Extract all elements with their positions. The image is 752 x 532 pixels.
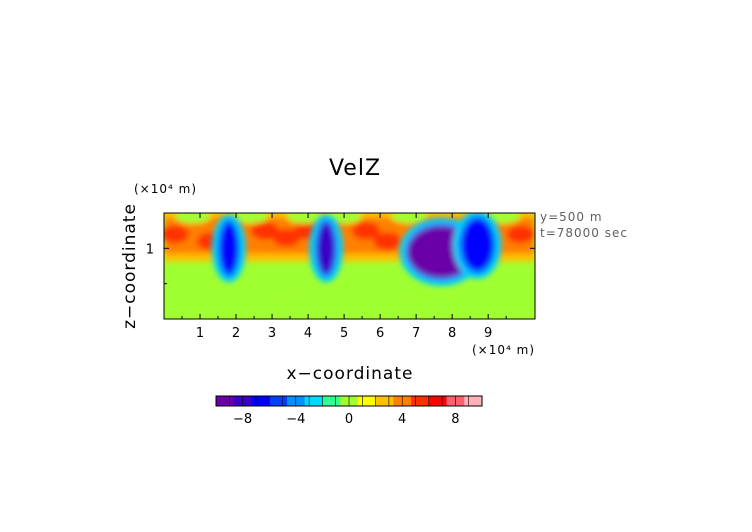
colorbar-swatch (220, 396, 226, 406)
colorbar-swatch (255, 396, 261, 406)
colorbar-swatch (437, 396, 443, 406)
colorbar-swatch (300, 396, 306, 406)
x-tick-label: 3 (268, 326, 276, 341)
x-tick-label: 2 (232, 326, 240, 341)
colorbar-swatch (295, 396, 301, 406)
colorbar-swatch (388, 396, 394, 406)
colorbar-swatch (273, 396, 279, 406)
colorbar-swatch (362, 396, 368, 406)
colorbar-swatch (402, 396, 408, 406)
colorbar-swatch (317, 396, 323, 406)
colorbar-swatch (335, 396, 341, 406)
colorbar-swatch (459, 396, 465, 406)
colorbar-swatch (291, 396, 297, 406)
colorbar-swatch (411, 396, 416, 406)
colorbar-tick-label: 0 (345, 412, 353, 427)
colorbar-swatch (247, 396, 252, 406)
colorbar-swatch (286, 396, 292, 406)
colorbar-swatch (353, 396, 359, 406)
colorbar-swatch (428, 396, 434, 406)
x-tick-label: 8 (448, 326, 456, 341)
x-tick-label: 4 (304, 326, 312, 341)
colorbar-swatch (282, 396, 288, 406)
x-tick-label: 5 (340, 326, 348, 341)
chart-title: VelZ (328, 156, 382, 181)
x-tick-label: 1 (196, 326, 204, 341)
colorbar-swatch (464, 396, 470, 406)
colorbar-swatch (380, 396, 385, 406)
z-axis-unit: (×10⁴ m) (134, 182, 198, 196)
colorbar-swatch (384, 396, 390, 406)
y-position-annotation: y=500 m (540, 210, 603, 224)
colorbar-swatch (349, 396, 354, 406)
colorbar-swatch (442, 396, 448, 406)
colorbar-swatch (393, 396, 399, 406)
colorbar: −8 −4 0 4 8 (215, 395, 483, 427)
colorbar-swatch (233, 396, 239, 406)
colorbar-tick-label: −4 (286, 412, 305, 427)
colorbar-swatch (309, 396, 315, 406)
colorbar-swatch (322, 396, 328, 406)
colorbar-swatch (433, 396, 439, 406)
colorbar-swatch (278, 396, 283, 406)
colorbar-swatch (473, 396, 479, 406)
colorbar-swatch (446, 396, 452, 406)
colorbar-swatch (251, 396, 257, 406)
colorbar-swatch (371, 396, 377, 406)
colorbar-swatch (304, 396, 310, 406)
colorbar-swatch (326, 396, 332, 406)
axis-ticks: 1 2 3 4 5 6 7 8 9 1 (146, 213, 535, 341)
colorbar-swatch (260, 396, 266, 406)
x-axis-label: x−coordinate (286, 364, 414, 384)
colorbar-swatch (419, 396, 425, 406)
colorbar-swatch (450, 396, 456, 406)
x-tick-label: 7 (412, 326, 420, 341)
colorbar-swatch (357, 396, 363, 406)
time-annotation: t=78000 sec (540, 226, 628, 240)
colorbar-swatch (224, 396, 230, 406)
heatmap-field (163, 212, 536, 320)
colorbar-swatch (238, 396, 244, 406)
colorbar-swatch (397, 396, 403, 406)
colorbar-tick-label: −8 (233, 412, 252, 427)
colorbar-swatch (313, 396, 319, 406)
x-tick-label: 6 (376, 326, 384, 341)
colorbar-swatch (455, 396, 461, 406)
colorbar-tick-label: 8 (451, 412, 459, 427)
colorbar-swatch (366, 396, 372, 406)
colorbar-swatch (375, 396, 381, 406)
colorbar-swatch (264, 396, 270, 406)
colorbar-tick-label: 4 (398, 412, 406, 427)
colorbar-swatch (468, 396, 474, 406)
colorbar-swatch (216, 396, 221, 406)
colorbar-swatch (415, 396, 421, 406)
x-tick-label: 9 (484, 326, 492, 341)
colorbar-swatch (229, 396, 235, 406)
x-axis-unit: (×10⁴ m) (472, 343, 536, 357)
colorbar-swatch (477, 396, 483, 406)
colorbar-swatch (406, 396, 412, 406)
colorbar-swatch (424, 396, 430, 406)
colorbar-swatch (242, 396, 248, 406)
z-axis-label: z−coordinate (120, 203, 140, 329)
z-tick-label: 1 (146, 242, 154, 257)
colorbar-swatch (344, 396, 350, 406)
colorbar-swatch (269, 396, 275, 406)
colorbar-swatch (331, 396, 337, 406)
colorbar-swatch (340, 396, 346, 406)
